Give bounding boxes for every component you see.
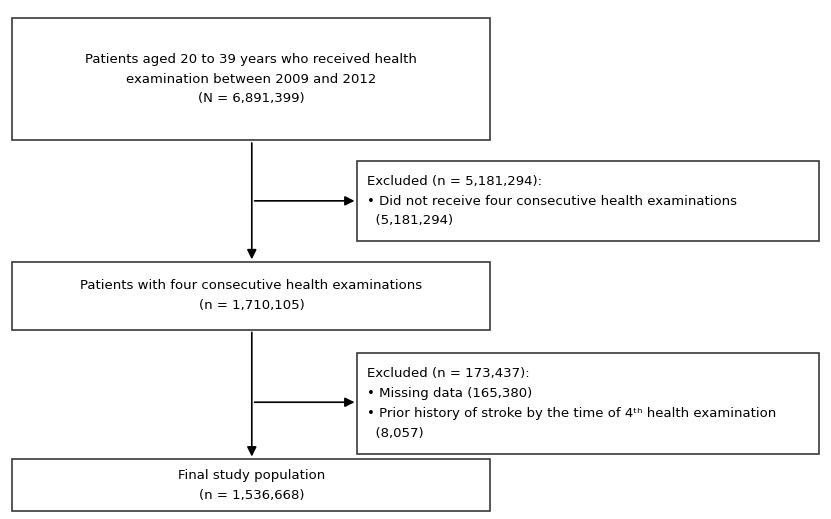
FancyBboxPatch shape: [357, 161, 819, 241]
FancyBboxPatch shape: [12, 459, 490, 511]
Text: (5,181,294): (5,181,294): [367, 214, 454, 227]
FancyBboxPatch shape: [12, 18, 490, 140]
Text: (N = 6,891,399): (N = 6,891,399): [198, 92, 305, 105]
FancyBboxPatch shape: [12, 262, 490, 330]
Text: Patients with four consecutive health examinations: Patients with four consecutive health ex…: [81, 279, 422, 293]
Text: • Prior history of stroke by the time of 4ᵗʰ health examination: • Prior history of stroke by the time of…: [367, 407, 776, 420]
Text: (n = 1,710,105): (n = 1,710,105): [199, 299, 304, 312]
Text: Excluded (n = 5,181,294):: Excluded (n = 5,181,294):: [367, 175, 543, 188]
Text: • Missing data (165,380): • Missing data (165,380): [367, 387, 533, 400]
Text: (8,057): (8,057): [367, 427, 424, 440]
Text: Patients aged 20 to 39 years who received health: Patients aged 20 to 39 years who receive…: [86, 53, 417, 66]
Text: examination between 2009 and 2012: examination between 2009 and 2012: [126, 73, 376, 86]
Text: Final study population: Final study population: [178, 469, 325, 482]
FancyBboxPatch shape: [357, 353, 819, 454]
Text: (n = 1,536,668): (n = 1,536,668): [199, 488, 304, 502]
Text: Excluded (n = 173,437):: Excluded (n = 173,437):: [367, 367, 530, 380]
Text: • Did not receive four consecutive health examinations: • Did not receive four consecutive healt…: [367, 195, 737, 208]
